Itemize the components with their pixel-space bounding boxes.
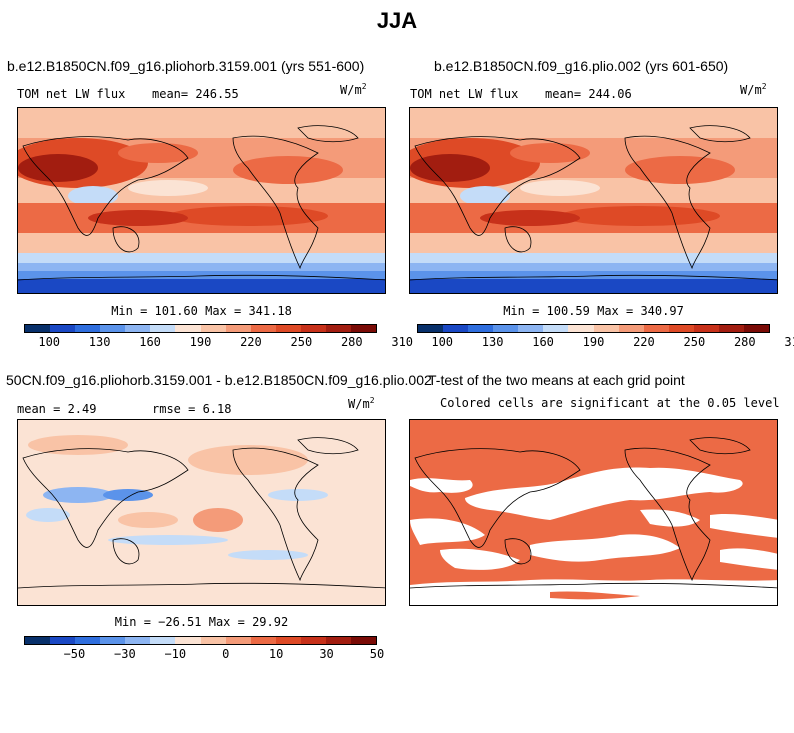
colorbar-swatch: [643, 325, 669, 332]
colorbar-tick-label: −30: [114, 647, 136, 661]
colorbar-swatch: [150, 325, 176, 332]
panel3-rmse-label: rmse = 6.18: [152, 402, 232, 416]
colorbar-tick-label: −50: [63, 647, 86, 661]
colorbar-tick-label: 30: [319, 647, 334, 661]
colorbar-swatch: [300, 637, 326, 644]
panel3-mean-label: mean = 2.49: [17, 402, 97, 416]
panel2-map: [409, 107, 778, 294]
colorbar-tick-label: 100: [38, 335, 61, 349]
colorbar-tick-label: 10: [268, 647, 284, 661]
panel2-colorbar-ticks: 100 130 160 190 220 250 280 310: [417, 335, 794, 349]
colorbar-swatch: [593, 325, 619, 332]
colorbar-swatch: [351, 325, 377, 332]
panel2-colorbar: [417, 324, 770, 333]
colorbar-tick-label: 50: [369, 647, 385, 661]
colorbar-tick-label: 250: [683, 335, 706, 349]
panel1-colorbar: [24, 324, 377, 333]
colorbar-swatch: [744, 325, 770, 332]
colorbar-tick-label: 190: [582, 335, 605, 349]
colorbar-tick-label: 280: [340, 335, 363, 349]
panel2-minmax: Min = 100.59 Max = 340.97: [503, 304, 684, 318]
colorbar-swatch: [250, 325, 276, 332]
panel3-colorbar-ticks: −50 −30 −10 0 10 30 50: [24, 647, 385, 661]
panel1-colorbar-ticks: 100 130 160 190 220 250 280 310: [24, 335, 413, 349]
panel1-minmax: Min = 101.60 Max = 341.18: [111, 304, 292, 318]
colorbar-swatch: [50, 637, 76, 644]
colorbar-tick-label: 160: [532, 335, 554, 349]
colorbar-swatch: [100, 637, 126, 644]
panel3-colorbar: [24, 636, 377, 645]
panel3-map: [17, 419, 386, 606]
colorbar-swatch: [668, 325, 694, 332]
colorbar-tick-label: −10: [164, 647, 187, 661]
colorbar-swatch: [443, 325, 469, 332]
colorbar-swatch: [275, 325, 301, 332]
panel2-units: W/m2: [740, 82, 767, 97]
colorbar-swatch: [200, 637, 226, 644]
colorbar-tick-label: 160: [139, 335, 161, 349]
colorbar-swatch: [175, 325, 201, 332]
colorbar-swatch: [493, 325, 519, 332]
colorbar-swatch: [225, 325, 251, 332]
colorbar-swatch: [125, 325, 151, 332]
panel3-units: W/m2: [348, 396, 375, 411]
colorbar-swatch: [325, 637, 352, 644]
colorbar-swatch: [325, 325, 352, 332]
colorbar-swatch: [75, 637, 101, 644]
colorbar-swatch: [418, 325, 444, 332]
panel1-units: W/m2: [340, 82, 367, 97]
colorbar-swatch: [100, 325, 126, 332]
colorbar-tick-label: 310: [784, 335, 794, 349]
colorbar-tick-label: 310: [391, 335, 414, 349]
colorbar-swatch: [693, 325, 719, 332]
colorbar-swatch: [125, 637, 151, 644]
colorbar-swatch: [225, 637, 251, 644]
colorbar-swatch: [543, 325, 569, 332]
colorbar-tick-label: 130: [88, 335, 111, 349]
colorbar-swatch: [25, 325, 51, 332]
colorbar-tick-label: 220: [240, 335, 262, 349]
colorbar-swatch: [50, 325, 76, 332]
colorbar-swatch: [718, 325, 745, 332]
colorbar-swatch: [250, 637, 276, 644]
colorbar-tick-label: 130: [481, 335, 504, 349]
panel1-mean-label: mean= 246.55: [152, 87, 239, 101]
colorbar-tick-label: 280: [733, 335, 756, 349]
panel1-map: [17, 107, 386, 294]
colorbar-swatch: [351, 637, 377, 644]
panel1-map-graphic: [18, 108, 385, 293]
colorbar-tick-label: 0: [222, 647, 230, 661]
panel2-field-label: TOM net LW flux: [410, 87, 519, 101]
panel4-title: T-test of the two means at each grid poi…: [428, 372, 685, 388]
colorbar-tick-label: 190: [189, 335, 212, 349]
colorbar-swatch: [75, 325, 101, 332]
colorbar-swatch: [150, 637, 176, 644]
panel2-mean-label: mean= 244.06: [545, 87, 632, 101]
colorbar-swatch: [618, 325, 644, 332]
colorbar-swatch: [275, 637, 301, 644]
colorbar-swatch: [468, 325, 494, 332]
colorbar-tick-label: 250: [290, 335, 313, 349]
panel3-title: 50CN.f09_g16.pliohorb.3159.001 - b.e12.B…: [6, 372, 432, 388]
panel1-field-label: TOM net LW flux: [17, 87, 126, 101]
colorbar-tick-label: 100: [431, 335, 454, 349]
panel2-title: b.e12.B1850CN.f09_g16.plio.002 (yrs 601-…: [434, 58, 729, 74]
panel3-map-graphic: [18, 420, 385, 605]
panel3-minmax: Min = −26.51 Max = 29.92: [114, 615, 289, 629]
colorbar-tick-label: 220: [633, 335, 655, 349]
colorbar-swatch: [300, 325, 326, 332]
colorbar-swatch: [175, 637, 201, 644]
figure-title: JJA: [376, 8, 418, 33]
colorbar-swatch: [518, 325, 544, 332]
panel1-title: b.e12.B1850CN.f09_g16.pliohorb.3159.001 …: [7, 58, 365, 74]
panel4-subtitle: Colored cells are significant at the 0.0…: [440, 396, 780, 410]
colorbar-swatch: [568, 325, 594, 332]
panel2-map-graphic: [410, 108, 777, 293]
panel4-map: [409, 419, 778, 606]
colorbar-swatch: [25, 637, 51, 644]
colorbar-swatch: [200, 325, 226, 332]
panel4-map-graphic: [410, 420, 777, 605]
